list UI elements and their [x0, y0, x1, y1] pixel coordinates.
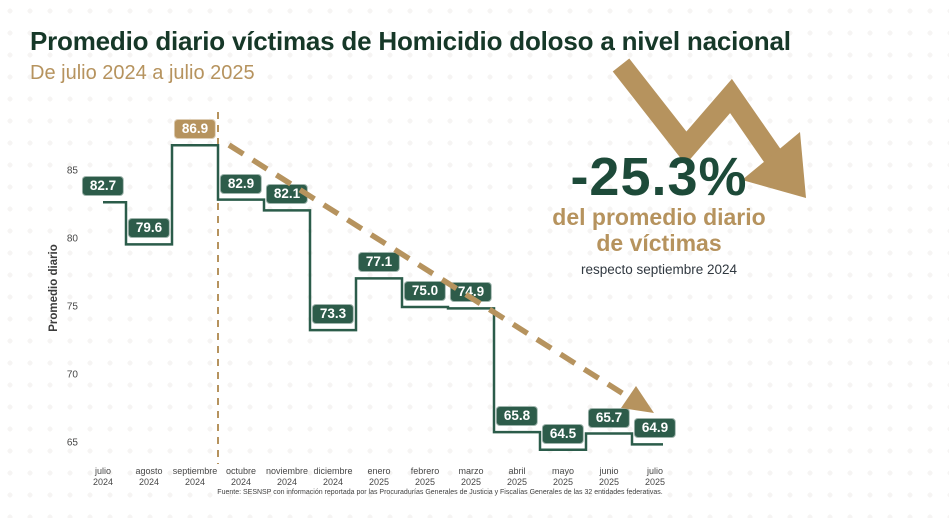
x-tick-year: 2025 — [644, 476, 666, 487]
page-title: Promedio diario víctimas de Homicidio do… — [30, 26, 791, 56]
x-tick-year: 2024 — [276, 476, 298, 487]
x-tick-month: julio — [646, 466, 663, 476]
x-tick-year: 2024 — [92, 476, 114, 487]
x-tick-month: abril — [508, 466, 526, 476]
value-label: 65.7 — [587, 407, 631, 428]
x-tick-year: 2025 — [506, 476, 528, 487]
x-tick-label: febrero 2025 — [411, 466, 440, 487]
x-tick-month: noviembre — [265, 466, 309, 476]
y-tick-label: 75 — [66, 301, 78, 313]
y-tick-label: 80 — [66, 233, 78, 245]
x-tick-label: julio 2024 — [93, 466, 113, 487]
x-tick-month: octubre — [225, 466, 257, 476]
value-label: 65.8 — [495, 406, 539, 427]
value-label: 75.0 — [403, 281, 447, 301]
x-tick-month: julio — [94, 466, 111, 476]
x-tick-month: agosto — [135, 466, 163, 476]
value-label: 79.6 — [127, 218, 171, 239]
x-tick-label: septiembre 2024 — [173, 466, 218, 487]
x-tick-label: marzo 2025 — [458, 466, 483, 487]
callout-block: -25.3% del promedio diario de víctimas r… — [540, 150, 778, 277]
x-tick-year: 2024 — [322, 476, 344, 487]
value-label: 73.3 — [311, 304, 355, 325]
x-tick-month: enero — [367, 466, 391, 476]
x-tick-year: 2025 — [414, 476, 436, 487]
source-note: Fuente: SESNSP con información reportada… — [217, 489, 663, 496]
y-tick-label: 85 — [66, 165, 78, 177]
callout-note: respecto septiembre 2024 — [580, 262, 738, 277]
value-label: 86.9 — [173, 119, 217, 140]
x-tick-label: diciembre 2024 — [313, 466, 352, 487]
x-tick-year: 2025 — [460, 476, 482, 487]
x-tick-label: mayo 2025 — [552, 466, 574, 487]
value-label: 64.5 — [541, 423, 585, 444]
x-tick-label: agosto 2024 — [135, 466, 162, 487]
value-label: 77.1 — [357, 252, 401, 273]
x-tick-label: octubre 2024 — [226, 466, 256, 487]
x-tick-year: 2024 — [230, 476, 252, 487]
value-label: 74.9 — [449, 282, 493, 303]
page-subtitle: De julio 2024 a julio 2025 — [30, 62, 255, 84]
y-tick-label: 65 — [66, 437, 78, 449]
x-tick-month: diciembre — [313, 466, 353, 476]
x-tick-month: junio — [599, 466, 619, 476]
percent-change-value: -25.3% — [570, 147, 748, 207]
x-tick-year: 2024 — [184, 476, 206, 487]
x-tick-label: junio 2025 — [599, 466, 619, 487]
x-tick-year: 2025 — [552, 476, 574, 487]
x-tick-label: abril 2025 — [507, 466, 527, 487]
x-tick-label: enero 2025 — [367, 466, 390, 487]
y-tick-label: 70 — [66, 369, 78, 381]
x-tick-month: febrero — [410, 466, 440, 476]
value-label: 82.1 — [265, 184, 309, 205]
x-tick-month: mayo — [551, 466, 575, 476]
value-label: 82.7 — [81, 176, 125, 197]
x-tick-label: julio 2025 — [645, 466, 665, 487]
callout-line-1: del promedio diario — [552, 204, 766, 230]
x-tick-year: 2025 — [368, 476, 390, 487]
value-label: 82.9 — [219, 173, 263, 194]
x-tick-label: noviembre 2024 — [266, 466, 308, 487]
x-tick-year: 2024 — [138, 476, 160, 487]
x-tick-year: 2025 — [598, 476, 620, 487]
value-label: 64.9 — [633, 418, 677, 439]
x-tick-month: septiembre — [172, 466, 218, 476]
x-tick-month: marzo — [458, 466, 484, 476]
callout-line-2: de víctimas — [596, 230, 722, 256]
